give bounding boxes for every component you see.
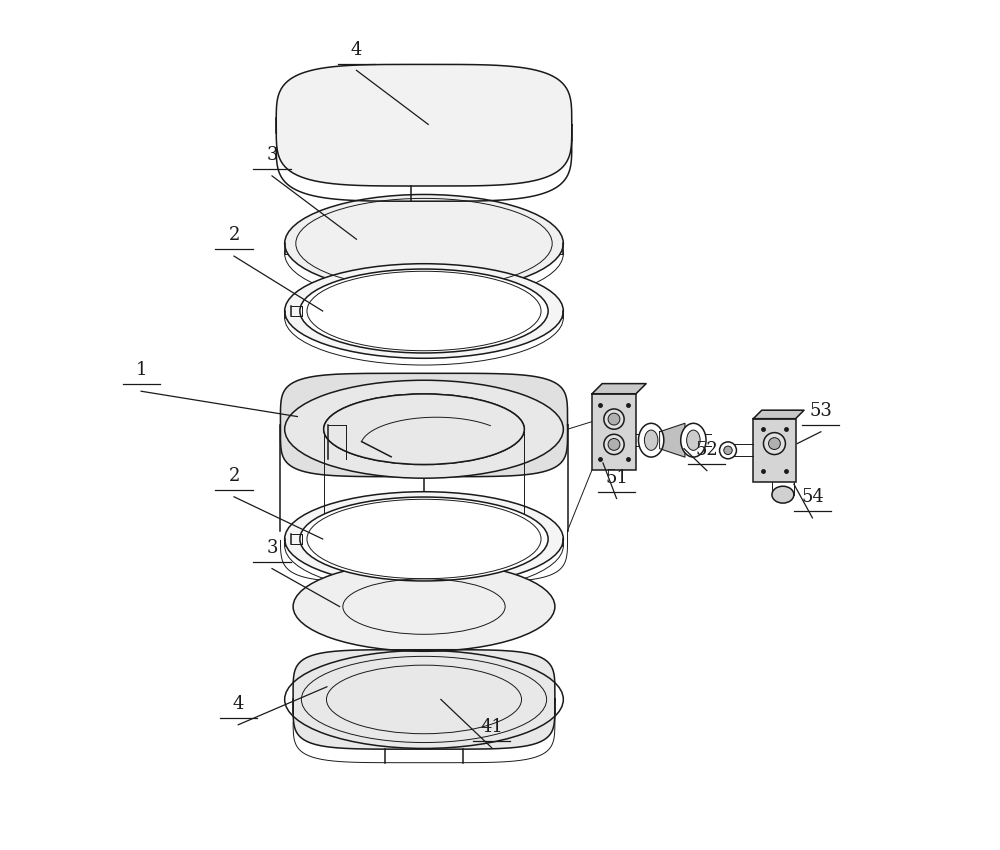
- Ellipse shape: [608, 413, 620, 425]
- Polygon shape: [293, 649, 555, 749]
- Text: 54: 54: [801, 488, 824, 506]
- Ellipse shape: [324, 500, 524, 570]
- Text: 53: 53: [809, 402, 832, 420]
- Ellipse shape: [763, 433, 785, 455]
- Ellipse shape: [285, 195, 563, 292]
- Polygon shape: [276, 65, 572, 186]
- Text: 3: 3: [266, 539, 278, 557]
- Ellipse shape: [604, 409, 624, 429]
- Ellipse shape: [644, 430, 658, 451]
- Text: 52: 52: [696, 441, 718, 459]
- Polygon shape: [660, 423, 685, 457]
- Ellipse shape: [681, 423, 706, 457]
- Text: 4: 4: [233, 695, 244, 713]
- Ellipse shape: [724, 446, 732, 455]
- Ellipse shape: [769, 438, 780, 450]
- Text: 1: 1: [135, 361, 147, 379]
- Text: 41: 41: [480, 717, 503, 736]
- Text: 4: 4: [351, 41, 362, 59]
- Bar: [753, 419, 796, 482]
- Ellipse shape: [300, 269, 548, 353]
- Text: 3: 3: [266, 146, 278, 164]
- Ellipse shape: [300, 497, 548, 581]
- Ellipse shape: [285, 264, 563, 359]
- Ellipse shape: [324, 394, 524, 464]
- Text: 2: 2: [228, 467, 240, 485]
- Ellipse shape: [720, 442, 736, 459]
- Ellipse shape: [772, 486, 794, 503]
- Bar: [592, 394, 636, 470]
- Text: 51: 51: [605, 468, 628, 487]
- Polygon shape: [280, 373, 568, 477]
- Polygon shape: [753, 411, 804, 419]
- Polygon shape: [592, 383, 646, 394]
- Ellipse shape: [604, 434, 624, 455]
- Ellipse shape: [285, 380, 563, 479]
- Ellipse shape: [638, 423, 664, 457]
- Text: 2: 2: [228, 226, 240, 244]
- Ellipse shape: [608, 439, 620, 451]
- Ellipse shape: [324, 394, 524, 464]
- Ellipse shape: [285, 491, 563, 586]
- Ellipse shape: [293, 562, 555, 651]
- Ellipse shape: [687, 430, 700, 451]
